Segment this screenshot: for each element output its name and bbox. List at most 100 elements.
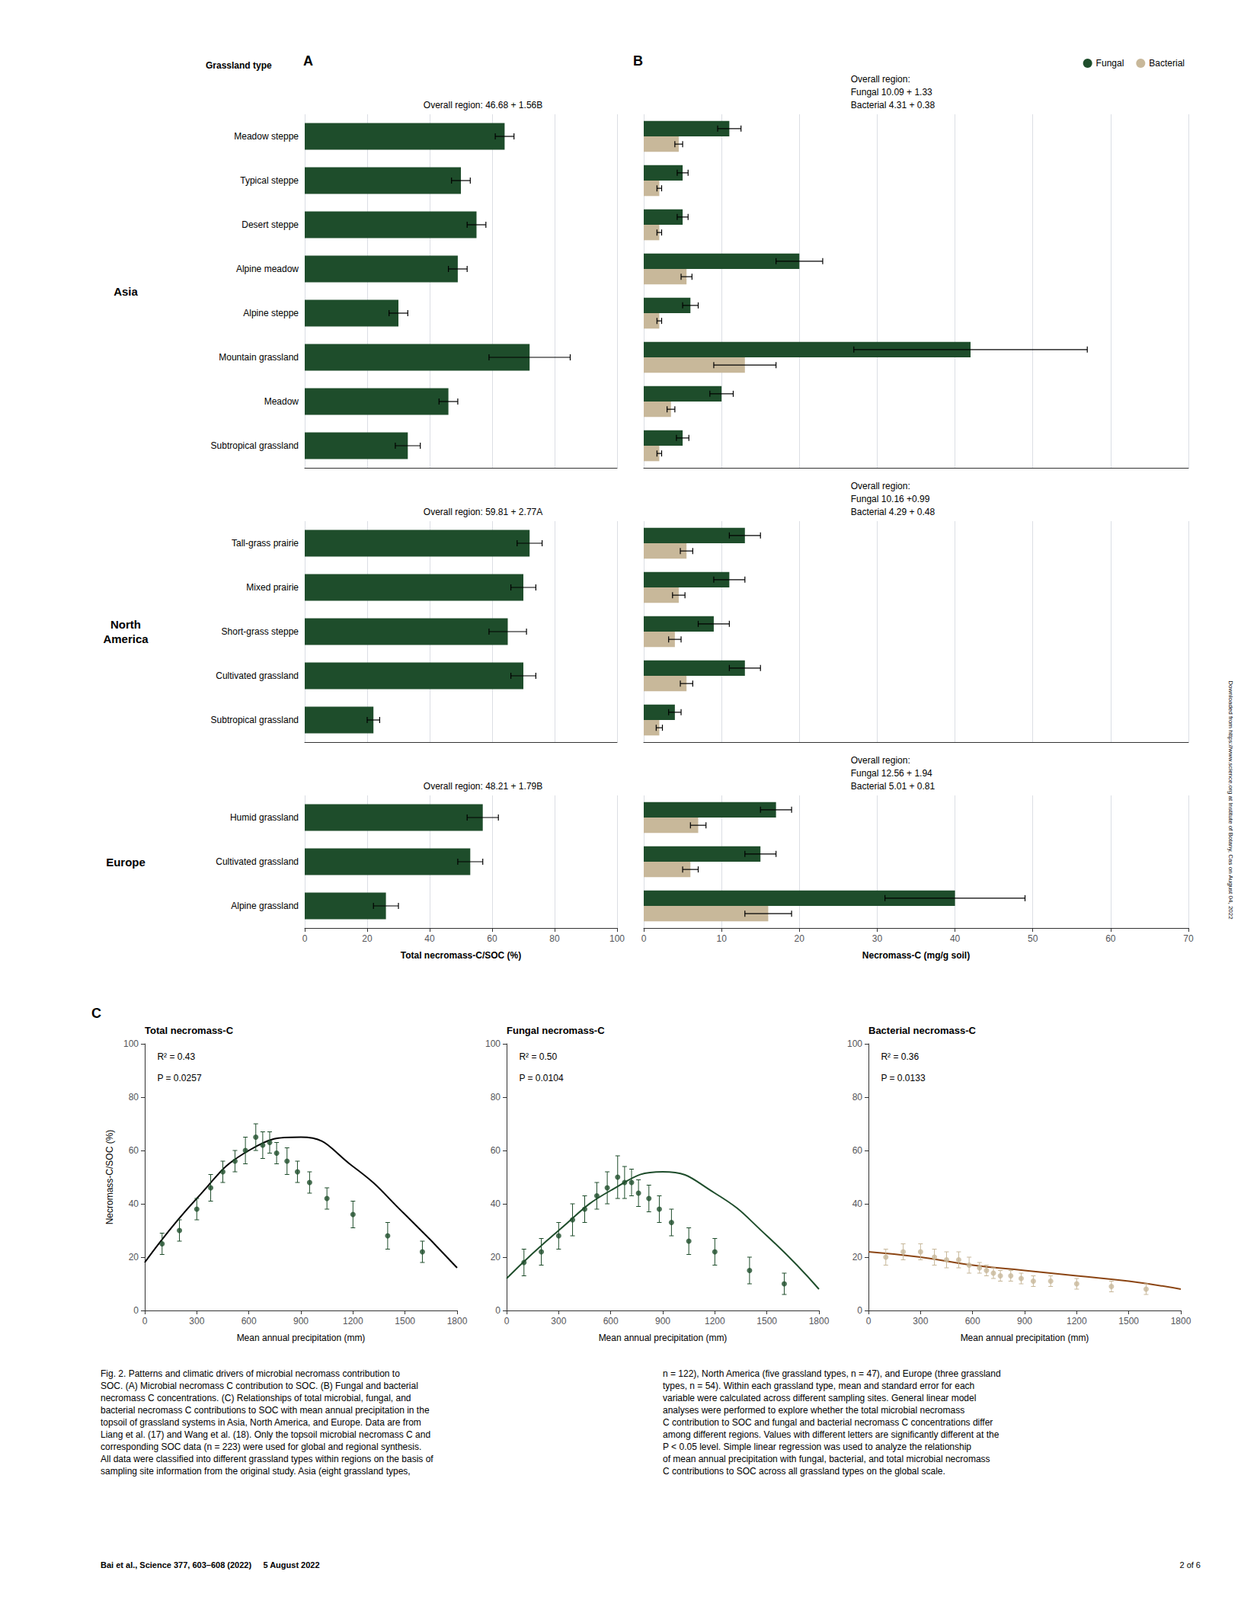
svg-text:300: 300 (550, 1315, 567, 1327)
svg-text:2 of 6: 2 of 6 (1179, 1560, 1201, 1570)
svg-text:Mean annual precipitation (mm): Mean annual precipitation (mm) (960, 1332, 1090, 1344)
svg-text:bacterial necromass C contribu: bacterial necromass C contributions to S… (100, 1404, 430, 1416)
svg-text:Fungal 10.09 + 1.33: Fungal 10.09 + 1.33 (850, 86, 933, 98)
svg-text:1200: 1200 (704, 1315, 726, 1327)
svg-text:Mean annual precipitation (mm): Mean annual precipitation (mm) (236, 1332, 366, 1344)
svg-text:Mountain grassland: Mountain grassland (218, 351, 299, 363)
svg-text:60: 60 (486, 933, 498, 944)
svg-text:A: A (303, 53, 314, 69)
svg-text:600: 600 (603, 1315, 619, 1327)
svg-text:Subtropical grassland: Subtropical grassland (211, 440, 299, 451)
svg-text:60: 60 (128, 1145, 140, 1156)
svg-text:80: 80 (852, 1091, 864, 1103)
svg-text:Bacterial: Bacterial (1148, 57, 1185, 69)
svg-text:Desert steppe: Desert steppe (241, 219, 299, 231)
svg-text:0: 0 (641, 933, 647, 944)
svg-text:20: 20 (128, 1251, 140, 1263)
svg-text:0: 0 (857, 1304, 863, 1316)
svg-text:R² = 0.36: R² = 0.36 (880, 1051, 919, 1062)
svg-text:1200: 1200 (1066, 1315, 1088, 1327)
svg-text:1200: 1200 (342, 1315, 364, 1327)
svg-text:Mean annual precipitation (mm): Mean annual precipitation (mm) (598, 1332, 728, 1344)
svg-text:Fungal 10.16 +0.99: Fungal 10.16 +0.99 (850, 493, 931, 505)
svg-text:P = 0.0133: P = 0.0133 (880, 1072, 925, 1084)
svg-text:Overall region:: Overall region: (850, 73, 911, 85)
svg-text:1500: 1500 (1118, 1315, 1139, 1327)
svg-text:Liang et al. (17) and Wang et: Liang et al. (17) and Wang et al. (18). … (100, 1429, 431, 1440)
svg-text:corresponding SOC data (n = 22: corresponding SOC data (n = 223) were us… (100, 1441, 422, 1453)
svg-text:P < 0.05 level. Simple linear: P < 0.05 level. Simple linear regression… (662, 1441, 972, 1453)
svg-text:20: 20 (852, 1251, 864, 1263)
svg-text:P = 0.0257: P = 0.0257 (156, 1072, 202, 1084)
svg-text:R² = 0.50: R² = 0.50 (518, 1051, 557, 1062)
svg-text:Bai et al., Science 377, 603–6: Bai et al., Science 377, 603–608 (2022) … (100, 1560, 320, 1570)
svg-text:900: 900 (655, 1315, 671, 1327)
svg-text:10: 10 (716, 933, 727, 944)
svg-text:types, n = 54). Within each gr: types, n = 54). Within each grassland ty… (662, 1380, 975, 1392)
svg-text:Cultivated grassland: Cultivated grassland (215, 856, 299, 867)
svg-text:P = 0.0104: P = 0.0104 (518, 1072, 563, 1084)
svg-text:Overall region:: Overall region: (850, 754, 911, 766)
svg-text:1800: 1800 (447, 1315, 468, 1327)
svg-text:America: America (102, 632, 149, 646)
svg-text:Fungal necromass-C: Fungal necromass-C (506, 1024, 605, 1037)
svg-text:Fungal 12.56 + 1.94: Fungal 12.56 + 1.94 (850, 767, 933, 779)
svg-text:300: 300 (912, 1315, 928, 1327)
svg-text:n = 122), North America (five: n = 122), North America (five grassland … (662, 1368, 1002, 1379)
svg-text:Tall-grass prairie: Tall-grass prairie (231, 537, 299, 549)
svg-text:1800: 1800 (1170, 1315, 1192, 1327)
svg-text:600: 600 (241, 1315, 257, 1327)
svg-text:Meadow steppe: Meadow steppe (233, 131, 299, 142)
svg-text:Fungal: Fungal (1096, 57, 1125, 69)
svg-text:40: 40 (949, 933, 961, 944)
svg-text:of mean annual precipitation w: of mean annual precipitation with fungal… (662, 1453, 991, 1465)
svg-text:900: 900 (293, 1315, 309, 1327)
svg-text:Total necromass-C/SOC (%): Total necromass-C/SOC (%) (400, 949, 522, 961)
svg-text:Meadow: Meadow (264, 396, 300, 407)
svg-text:sampling site information from: sampling site information from the origi… (100, 1465, 411, 1477)
svg-text:C contributions to SOC across: C contributions to SOC across all grassl… (662, 1465, 946, 1477)
svg-text:50: 50 (1027, 933, 1039, 944)
svg-text:SOC. (A) Microbial necromass C: SOC. (A) Microbial necromass C contribut… (100, 1380, 419, 1392)
svg-text:20: 20 (490, 1251, 502, 1263)
svg-text:Alpine meadow: Alpine meadow (236, 263, 299, 275)
svg-text:Downloaded from https://www.sc: Downloaded from https://www.science.org … (1227, 680, 1235, 920)
svg-text:Humid grassland: Humid grassland (230, 812, 299, 823)
svg-text:Bacterial necromass-C: Bacterial necromass-C (868, 1024, 977, 1037)
svg-text:60: 60 (852, 1145, 864, 1156)
svg-text:900: 900 (1017, 1315, 1033, 1327)
svg-text:analyses were performed to exp: analyses were performed to explore wheth… (662, 1404, 965, 1416)
svg-text:600: 600 (965, 1315, 981, 1327)
svg-text:Typical steppe: Typical steppe (239, 175, 299, 186)
svg-text:0: 0 (866, 1315, 872, 1327)
svg-text:Europe: Europe (105, 855, 146, 869)
svg-text:Overall region: 46.68 + 1.56B: Overall region: 46.68 + 1.56B (423, 99, 543, 111)
svg-text:0: 0 (302, 933, 308, 944)
svg-text:0: 0 (133, 1304, 139, 1316)
svg-text:80: 80 (490, 1091, 502, 1103)
svg-text:Necromass-C (mg/g soil): Necromass-C (mg/g soil) (862, 949, 970, 961)
svg-text:Bacterial 4.31 + 0.38: Bacterial 4.31 + 0.38 (850, 99, 936, 111)
svg-text:C contribution to SOC and fung: C contribution to SOC and fungal and bac… (662, 1416, 993, 1428)
svg-text:1500: 1500 (756, 1315, 778, 1327)
svg-text:100: 100 (847, 1038, 863, 1050)
svg-text:Cultivated grassland: Cultivated grassland (215, 670, 299, 682)
svg-text:Overall region: 48.21 + 1.79B: Overall region: 48.21 + 1.79B (423, 780, 543, 792)
svg-text:variable were calculated acros: variable were calculated across differen… (662, 1392, 976, 1404)
svg-text:topsoil of grassland systems i: topsoil of grassland systems in Asia, No… (100, 1416, 422, 1428)
svg-text:40: 40 (852, 1198, 864, 1210)
svg-text:Grassland type: Grassland type (205, 60, 272, 71)
svg-text:0: 0 (495, 1304, 501, 1316)
svg-text:Subtropical grassland: Subtropical grassland (211, 714, 299, 726)
svg-text:100: 100 (485, 1038, 501, 1050)
svg-text:1500: 1500 (394, 1315, 416, 1327)
svg-text:necromass C concentrations. (C: necromass C concentrations. (C) Relation… (100, 1392, 412, 1404)
svg-text:R² = 0.43: R² = 0.43 (156, 1051, 196, 1062)
svg-text:40: 40 (424, 933, 435, 944)
svg-text:North: North (110, 617, 141, 631)
svg-text:100: 100 (609, 933, 625, 944)
svg-text:1800: 1800 (809, 1315, 830, 1327)
svg-text:60: 60 (490, 1145, 502, 1156)
svg-text:Alpine steppe: Alpine steppe (243, 307, 299, 319)
svg-text:70: 70 (1183, 933, 1194, 944)
